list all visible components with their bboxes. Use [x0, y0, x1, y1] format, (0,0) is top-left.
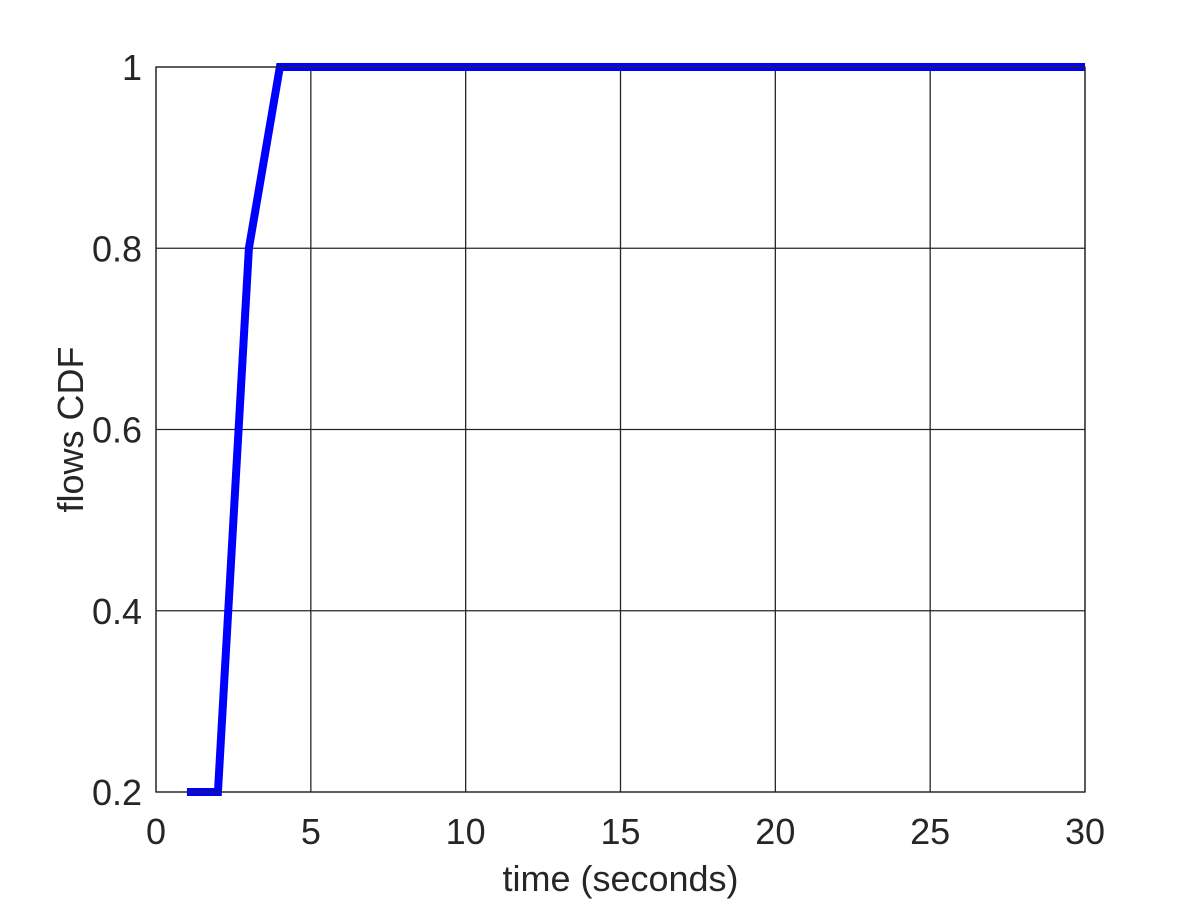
- y-tick-label: 0.4: [92, 591, 142, 632]
- y-tick-label: 1: [122, 47, 142, 88]
- x-tick-label: 10: [446, 811, 486, 852]
- y-axis-label: flows CDF: [50, 346, 91, 512]
- y-tick-labels: 0.2 0.4 0.6 0.8 1: [92, 47, 142, 813]
- x-tick-label: 30: [1065, 811, 1105, 852]
- x-tick-label: 25: [910, 811, 950, 852]
- x-tick-label: 0: [146, 811, 166, 852]
- x-tick-label: 15: [600, 811, 640, 852]
- y-tick-label: 0.6: [92, 410, 142, 451]
- axes-frame: [155, 66, 1086, 793]
- x-axis-label: time (seconds): [502, 858, 738, 899]
- x-tick-label: 20: [755, 811, 795, 852]
- x-tick-label: 5: [301, 811, 321, 852]
- y-tick-label: 0.8: [92, 228, 142, 269]
- grid: [155, 66, 1086, 793]
- x-tick-labels: 0 5 10 15 20 25 30: [146, 811, 1105, 852]
- y-tick-label: 0.2: [92, 772, 142, 813]
